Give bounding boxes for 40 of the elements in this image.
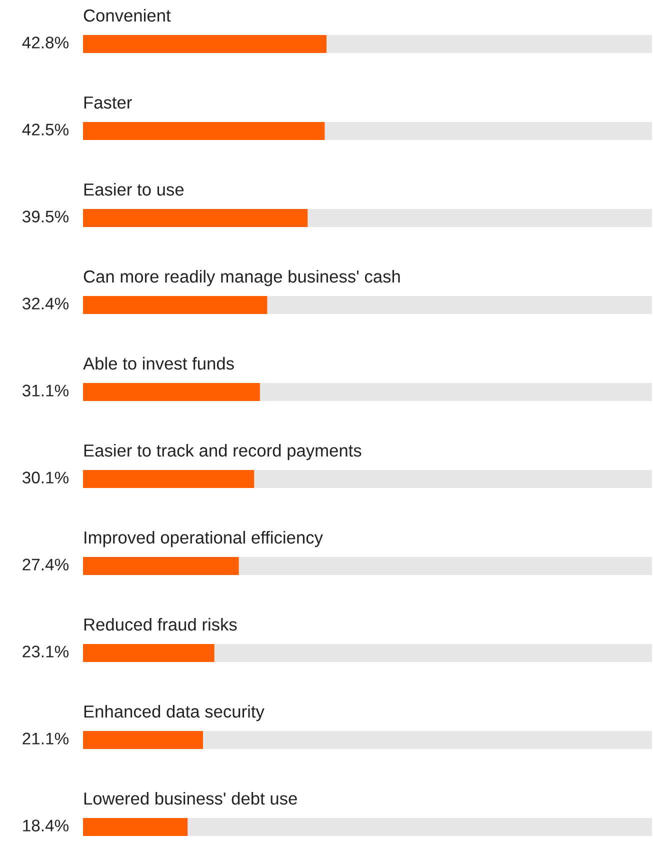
bar (83, 818, 188, 836)
bar (254, 470, 652, 488)
bar (83, 470, 254, 488)
bar (83, 35, 327, 53)
bar (83, 122, 325, 140)
bar (326, 35, 652, 53)
y-tick-label: Faster (84, 96, 132, 109)
bar (308, 209, 652, 227)
data-label: 21.1% (22, 732, 69, 744)
y-tick-label: Convenient (84, 8, 171, 22)
y-tick-label: Enhanced data security (84, 704, 264, 722)
y-tick-label: Lowered business' debt use (84, 792, 297, 805)
bar (83, 557, 239, 575)
bar (188, 818, 652, 836)
data-label: 42.5% (22, 124, 69, 136)
bar (83, 296, 268, 314)
bar (260, 383, 652, 401)
bar (238, 557, 652, 575)
data-label: 23.1% (22, 646, 69, 658)
bar (83, 209, 308, 227)
bar (324, 122, 652, 140)
data-label: 27.4% (22, 558, 69, 570)
data-label: 31.1% (22, 384, 69, 396)
data-label: 39.5% (22, 210, 69, 222)
data-label: 32.4% (22, 298, 69, 310)
y-tick-label: Improved operational efficiency (84, 530, 323, 548)
bar (214, 644, 652, 662)
bar (83, 731, 204, 749)
data-label: 30.1% (22, 472, 69, 484)
bar (267, 296, 652, 314)
y-tick-label: Easier to use (84, 182, 184, 196)
y-tick-label: Reduced fraud risks (84, 618, 237, 631)
bar (83, 383, 260, 401)
y-tick-label: Can more readily manage business' cash (84, 270, 400, 286)
data-label: 42.8% (22, 36, 69, 48)
bar (203, 731, 652, 749)
bar (83, 644, 214, 662)
y-tick-label: Easier to track and record payments (84, 444, 362, 460)
data-label: 18.4% (23, 820, 69, 832)
y-tick-label: Able to invest funds (83, 356, 234, 370)
